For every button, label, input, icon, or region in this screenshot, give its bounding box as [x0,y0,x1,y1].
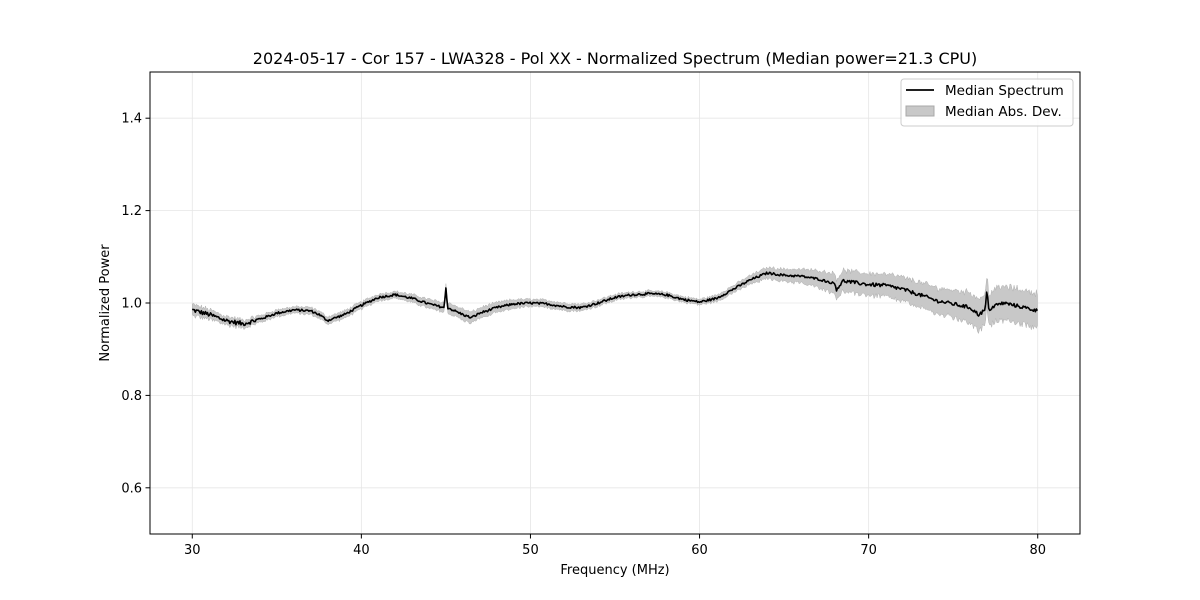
chart-title: 2024-05-17 - Cor 157 - LWA328 - Pol XX -… [253,49,977,68]
median-spectrum-line [191,271,1039,327]
legend: Median Spectrum Median Abs. Dev. [900,78,1074,127]
x-tick-label: 70 [860,543,877,558]
median-line-layer [191,271,1039,327]
x-axis-label: Frequency (MHz) [560,563,669,578]
x-tick-label: 50 [522,543,539,558]
x-tick-label: 80 [1029,543,1046,558]
legend-box [900,78,1074,127]
y-tick-label: 0.6 [121,481,142,496]
y-axis-label: Normalized Power [98,244,113,362]
x-tick-label: 40 [353,543,370,558]
mad-band-layer [192,266,1038,335]
y-tick-label: 1.0 [121,297,142,312]
y-axis-ticks: 0.6 0.8 1.0 1.2 1.4 [121,112,150,496]
x-tick-label: 60 [691,543,708,558]
mad-band [192,266,1038,335]
legend-median-label: Median Spectrum [945,83,1064,99]
y-tick-label: 0.8 [121,389,142,404]
x-tick-label: 30 [184,543,201,558]
x-axis-ticks: 30 40 50 60 70 80 [184,534,1046,558]
y-tick-label: 1.2 [121,204,142,219]
y-tick-label: 1.4 [121,112,142,127]
legend-mad-swatch [905,105,935,117]
legend-mad-label: Median Abs. Dev. [945,104,1062,120]
